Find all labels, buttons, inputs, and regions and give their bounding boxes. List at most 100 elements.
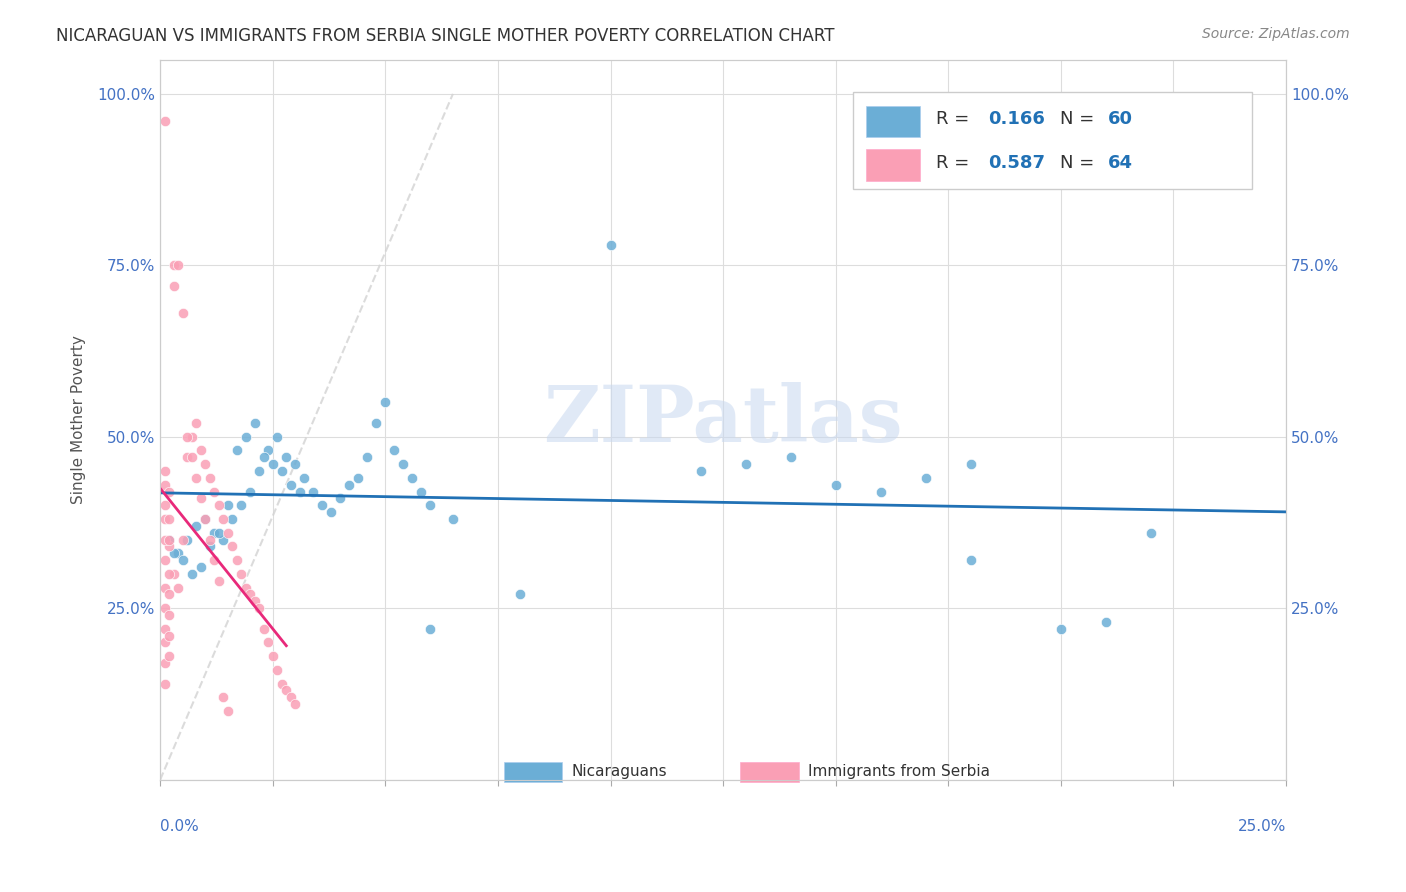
Point <box>1049 622 1071 636</box>
Point <box>153 635 176 649</box>
Point <box>221 540 243 554</box>
Point <box>401 471 423 485</box>
Point <box>153 553 176 567</box>
Point <box>225 553 247 567</box>
Point <box>225 443 247 458</box>
Point <box>284 697 307 711</box>
Text: 25.0%: 25.0% <box>1237 819 1286 834</box>
Point <box>202 484 225 499</box>
Point <box>186 416 208 430</box>
Point <box>157 512 180 526</box>
Point <box>276 683 298 698</box>
Point <box>167 546 190 560</box>
Point <box>356 450 378 465</box>
Point <box>157 608 180 623</box>
Point <box>172 533 194 547</box>
Point <box>153 114 176 128</box>
Point <box>202 553 225 567</box>
Point <box>208 525 231 540</box>
Point <box>157 484 180 499</box>
Point <box>869 484 891 499</box>
Point <box>176 533 198 547</box>
Point <box>194 512 217 526</box>
Point <box>198 533 221 547</box>
Text: 60: 60 <box>1108 111 1133 128</box>
Point <box>157 533 180 547</box>
Point <box>202 525 225 540</box>
Point <box>153 581 176 595</box>
Point <box>190 443 212 458</box>
Text: R =: R = <box>936 153 974 171</box>
Point <box>221 512 243 526</box>
Point <box>347 471 370 485</box>
Point <box>163 279 186 293</box>
Point <box>239 484 262 499</box>
Text: 0.0%: 0.0% <box>160 819 200 834</box>
Point <box>321 505 343 519</box>
Y-axis label: Single Mother Poverty: Single Mother Poverty <box>72 335 86 504</box>
Point <box>247 464 270 478</box>
Point <box>153 656 176 670</box>
Point <box>190 560 212 574</box>
Point <box>157 649 180 664</box>
Point <box>689 464 711 478</box>
Point <box>217 499 239 513</box>
Point <box>302 484 325 499</box>
Point <box>208 499 231 513</box>
Point <box>599 237 621 252</box>
Point <box>217 525 239 540</box>
Point <box>153 533 176 547</box>
Point <box>212 512 235 526</box>
Point <box>163 566 186 581</box>
Point <box>194 457 217 471</box>
Point <box>247 601 270 615</box>
Point <box>257 635 280 649</box>
Point <box>157 566 180 581</box>
Point <box>288 484 311 499</box>
Point <box>284 457 307 471</box>
Point <box>180 566 202 581</box>
Point <box>153 676 176 690</box>
Point <box>270 464 292 478</box>
Point <box>441 512 464 526</box>
Point <box>914 471 936 485</box>
Point <box>157 533 180 547</box>
Text: N =: N = <box>1060 111 1099 128</box>
FancyBboxPatch shape <box>852 92 1253 189</box>
Text: R =: R = <box>936 111 974 128</box>
Point <box>153 601 176 615</box>
Point <box>419 622 441 636</box>
Point <box>366 416 388 430</box>
Point <box>270 676 292 690</box>
Point <box>419 499 441 513</box>
Point <box>257 443 280 458</box>
Point <box>262 649 284 664</box>
Point <box>1095 615 1118 629</box>
Text: Source: ZipAtlas.com: Source: ZipAtlas.com <box>1202 27 1350 41</box>
Point <box>239 587 262 601</box>
Point <box>1140 525 1163 540</box>
Point <box>186 519 208 533</box>
Point <box>329 491 352 506</box>
Point <box>186 471 208 485</box>
FancyBboxPatch shape <box>740 762 799 781</box>
Text: Immigrants from Serbia: Immigrants from Serbia <box>807 764 990 780</box>
Point <box>382 443 405 458</box>
Point <box>280 477 302 491</box>
Point <box>266 663 288 677</box>
Point <box>734 457 756 471</box>
Point <box>231 566 253 581</box>
Point <box>167 258 190 272</box>
Point <box>824 477 846 491</box>
Point <box>411 484 433 499</box>
Point <box>266 430 288 444</box>
Point <box>153 622 176 636</box>
Point <box>212 690 235 705</box>
Point <box>280 690 302 705</box>
Point <box>292 471 315 485</box>
Point <box>243 594 266 608</box>
Point <box>172 553 194 567</box>
Point <box>167 581 190 595</box>
Point <box>198 471 221 485</box>
Text: 64: 64 <box>1108 153 1133 171</box>
